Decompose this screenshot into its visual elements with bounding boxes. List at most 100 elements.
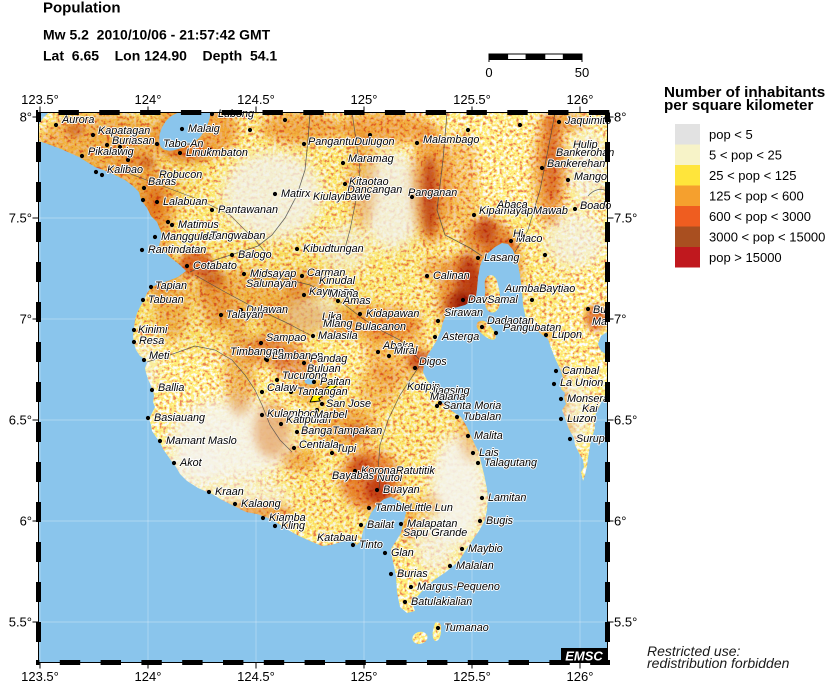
svg-text:Abaka: Abaka <box>382 340 414 352</box>
svg-text:8°: 8° <box>20 110 32 125</box>
svg-text:Kai: Kai <box>582 403 598 415</box>
svg-text:Katipulan: Katipulan <box>286 414 331 426</box>
svg-text:Tabuan: Tabuan <box>148 294 184 306</box>
svg-text:5 < pop < 25: 5 < pop < 25 <box>709 147 782 162</box>
svg-text:Cotabato: Cotabato <box>193 260 237 272</box>
svg-text:124°: 124° <box>135 92 162 107</box>
svg-text:Abaca: Abaca <box>496 199 528 211</box>
svg-text:Kaymaga: Kaymaga <box>309 286 355 298</box>
svg-text:6.5°: 6.5° <box>9 413 32 428</box>
svg-text:Linukmbaton: Linukmbaton <box>186 147 248 159</box>
svg-text:pop < 5: pop < 5 <box>709 127 753 142</box>
svg-text:Tumanao: Tumanao <box>444 622 489 634</box>
svg-text:Kulamboc: Kulamboc <box>267 408 316 420</box>
svg-text:0: 0 <box>485 65 492 80</box>
svg-text:123.5°: 123.5° <box>21 92 59 107</box>
svg-text:Mw 5.2 2010/10/06 - 21:57:42: Mw 5.2 2010/10/06 - 21:57:42 GMT <box>43 27 271 43</box>
svg-text:PangantuDulugon: PangantuDulugon <box>308 136 394 148</box>
svg-text:Maco: Maco <box>516 233 542 245</box>
svg-text:Lalabuan: Lalabuan <box>163 196 207 208</box>
svg-text:Buluan: Buluan <box>307 363 341 375</box>
svg-text:redistribution forbidden: redistribution forbidden <box>647 655 790 671</box>
svg-text:Sapu Grande: Sapu Grande <box>403 527 467 539</box>
svg-text:Robucon: Robucon <box>159 169 202 181</box>
svg-text:Jaquimito: Jaquimito <box>564 115 611 127</box>
svg-text:7°: 7° <box>20 312 32 327</box>
svg-text:50: 50 <box>575 65 589 80</box>
svg-text:Kling: Kling <box>281 520 305 532</box>
svg-text:Kalibao: Kalibao <box>107 164 143 176</box>
svg-text:Calaw: Calaw <box>267 382 298 394</box>
svg-text:La Union: La Union <box>560 377 603 389</box>
svg-text:Tabo-An: Tabo-An <box>163 138 203 150</box>
svg-text:Population: Population <box>43 0 121 17</box>
svg-text:Malapatan: Malapatan <box>407 518 457 530</box>
svg-text:Bailat: Bailat <box>367 519 395 531</box>
svg-text:Tantangan: Tantangan <box>297 386 348 398</box>
svg-text:Restricted use:: Restricted use: <box>647 643 740 659</box>
svg-text:Kiamba: Kiamba <box>269 512 306 524</box>
svg-text:Kraan: Kraan <box>215 486 244 498</box>
svg-text:Calinan: Calinan <box>433 270 470 282</box>
svg-text:KipamayapMawab: KipamayapMawab <box>479 205 568 217</box>
svg-text:Sampao: Sampao <box>266 332 306 344</box>
svg-text:125°: 125° <box>351 669 378 684</box>
svg-text:5.5°: 5.5° <box>614 615 637 630</box>
svg-text:Malasila: Malasila <box>318 330 358 342</box>
svg-text:Miana: Miana <box>329 288 358 300</box>
svg-text:Salunayan: Salunayan <box>246 278 297 290</box>
svg-text:Carman: Carman <box>307 267 345 279</box>
svg-text:Hi: Hi <box>513 228 524 240</box>
svg-text:DavSamal: DavSamal <box>468 294 518 306</box>
svg-text:25 < pop < 125: 25 < pop < 125 <box>709 168 796 183</box>
svg-text:Aurora: Aurora <box>61 114 94 126</box>
svg-text:Timbangan: Timbangan <box>230 346 284 358</box>
svg-text:Lais: Lais <box>479 447 499 459</box>
svg-text:Lupon: Lupon <box>552 329 582 341</box>
svg-text:Boado: Boado <box>580 200 611 212</box>
svg-text:Lat 6.65 Lon 124.90 Dep: Lat 6.65 Lon 124.90 Depth 54.1 <box>43 48 277 64</box>
svg-text:Malita: Malita <box>474 430 503 442</box>
svg-text:6°: 6° <box>20 514 32 529</box>
svg-text:Midsayap: Midsayap <box>250 268 296 280</box>
svg-text:Kotipin: Kotipin <box>407 381 440 393</box>
svg-text:Panganan: Panganan <box>408 187 457 199</box>
svg-text:Tamble: Tamble <box>375 502 410 514</box>
svg-text:Dancangan: Dancangan <box>347 184 402 196</box>
svg-text:Meti: Meti <box>149 350 170 362</box>
svg-text:Buriasan: Buriasan <box>112 135 155 147</box>
svg-text:Sirawan: Sirawan <box>444 307 483 319</box>
svg-text:Margus-Pequeno: Margus-Pequeno <box>417 581 500 593</box>
svg-text:Bugis: Bugis <box>486 515 514 527</box>
svg-text:5.5°: 5.5° <box>9 615 32 630</box>
svg-text:125 < pop < 600: 125 < pop < 600 <box>709 188 804 203</box>
svg-text:Nutol: Nutol <box>377 472 403 484</box>
svg-text:Tubalan: Tubalan <box>463 411 501 423</box>
svg-text:Kalaong: Kalaong <box>241 498 281 510</box>
svg-text:Lasang: Lasang <box>484 252 519 264</box>
svg-text:Basiauang: Basiauang <box>154 412 205 424</box>
svg-text:Maybio: Maybio <box>468 543 503 555</box>
svg-text:Bulacanon: Bulacanon <box>355 321 406 333</box>
svg-text:600 < pop < 3000: 600 < pop < 3000 <box>709 209 811 224</box>
svg-text:Katabau: Katabau <box>317 532 357 544</box>
svg-text:Bu: Bu <box>593 304 606 316</box>
svg-text:Mangguldan: Mangguldan <box>161 231 220 243</box>
svg-text:Jiagsing: Jiagsing <box>429 385 470 397</box>
svg-text:Paitan: Paitan <box>320 376 351 388</box>
svg-text:Lambanan: Lambanan <box>272 350 323 362</box>
svg-text:6.5°: 6.5° <box>614 413 637 428</box>
svg-text:Malana: Malana <box>430 391 465 403</box>
svg-text:per square kilometer: per square kilometer <box>664 97 813 114</box>
svg-text:Tucurong: Tucurong <box>282 370 327 382</box>
svg-text:pop > 15000: pop > 15000 <box>709 250 782 265</box>
svg-text:Luzon: Luzon <box>567 413 596 425</box>
svg-text:125°: 125° <box>351 92 378 107</box>
svg-text:Malambago: Malambago <box>423 134 479 146</box>
svg-text:Talayan: Talayan <box>226 309 263 321</box>
svg-text:124.5°: 124.5° <box>237 92 275 107</box>
svg-text:Pandag: Pandag <box>310 353 347 365</box>
svg-text:126°: 126° <box>567 92 594 107</box>
svg-text:Lika: Lika <box>322 311 342 323</box>
svg-text:Tinto: Tinto <box>359 539 383 551</box>
